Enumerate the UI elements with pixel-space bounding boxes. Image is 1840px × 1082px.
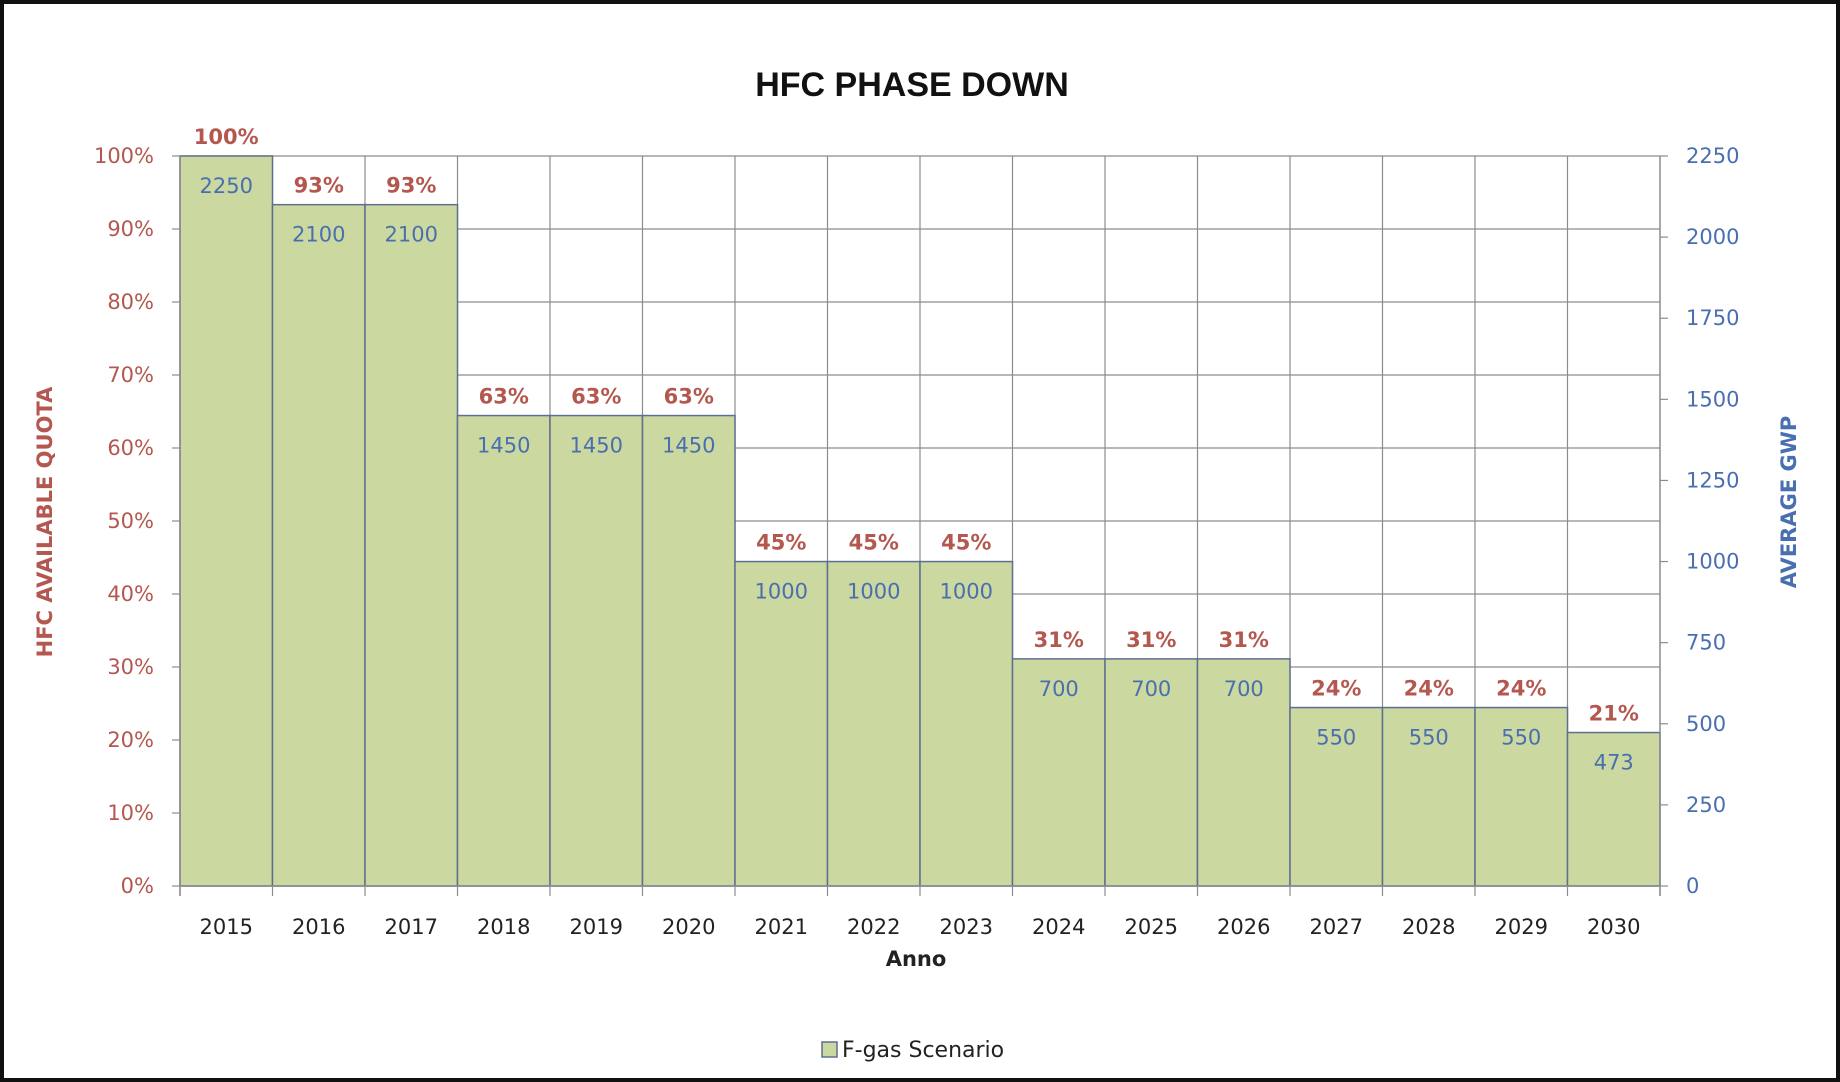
x-tick-label: 2023	[940, 915, 993, 939]
quota-label: 24%	[1496, 677, 1546, 701]
bar-2019	[549, 414, 644, 887]
bar-2016	[271, 203, 366, 887]
left-axis-title: HFC AVAILABLE QUOTA	[33, 386, 57, 657]
bar-2021	[734, 560, 829, 887]
x-tick-label: 2018	[477, 915, 530, 939]
quota-label: 63%	[664, 385, 714, 409]
quota-label: 24%	[1311, 677, 1361, 701]
right-tick-label: 1000	[1686, 550, 1739, 574]
x-tick-label: 2030	[1587, 915, 1640, 939]
quota-label: 45%	[941, 531, 991, 555]
legend: F-gas Scenario	[821, 1038, 1004, 1063]
bar-2025	[1104, 658, 1199, 887]
right-tick-label: 250	[1686, 793, 1726, 817]
left-tick-label: 80%	[107, 290, 154, 314]
x-axis-title: Anno	[886, 947, 947, 971]
gwp-label: 1000	[847, 580, 900, 604]
left-tick-label: 50%	[107, 509, 154, 533]
bar-2029	[1474, 706, 1569, 887]
left-tick-label: 70%	[107, 363, 154, 387]
gwp-label: 1450	[477, 434, 530, 458]
gwp-label: 2250	[200, 174, 253, 198]
data-labels: 100% 2250 93% 2100 93% 2100 63% 1450 63% 1450 63% 1…	[194, 125, 1639, 775]
axes: 0% 10% 20% 30% 40% 50% 60% 70% 80% 90% 100% 0 250 500…	[94, 144, 1740, 939]
gwp-label: 550	[1501, 726, 1541, 750]
gwp-label: 1450	[662, 434, 715, 458]
x-tick-label: 2026	[1217, 915, 1270, 939]
x-tick-label: 2017	[385, 915, 438, 939]
x-tick-label: 2015	[200, 915, 253, 939]
quota-label: 93%	[294, 174, 344, 198]
gwp-label: 700	[1131, 677, 1171, 701]
right-tick-label: 1500	[1686, 387, 1739, 411]
legend-label: F-gas Scenario	[842, 1038, 1004, 1063]
bar-2023	[919, 560, 1014, 887]
x-tick-label: 2025	[1125, 915, 1178, 939]
quota-label: 31%	[1034, 628, 1084, 652]
right-tick-label: 500	[1686, 712, 1726, 736]
left-tick-label: 20%	[107, 728, 154, 752]
right-axis-title: AVERAGE GWP	[1777, 416, 1801, 589]
quota-label: 100%	[194, 125, 259, 149]
x-tick-label: 2020	[662, 915, 715, 939]
right-tick-label: 750	[1686, 631, 1726, 655]
gwp-label: 1000	[755, 580, 808, 604]
left-tick-label: 60%	[107, 436, 154, 460]
bar-2018	[456, 414, 551, 887]
gwp-label: 550	[1409, 726, 1449, 750]
bar-2027	[1289, 706, 1384, 887]
legend-swatch	[821, 1041, 838, 1058]
bar-2028	[1381, 706, 1476, 887]
left-tick-label: 0%	[121, 874, 154, 898]
x-tick-label: 2022	[847, 915, 900, 939]
x-tick-label: 2021	[755, 915, 808, 939]
x-tick-label: 2016	[292, 915, 345, 939]
x-tick-label: 2019	[570, 915, 623, 939]
quota-label: 45%	[849, 531, 899, 555]
hfc-phase-down-chart: HFC PHASE DOWN 0% 10% 20% 30% 40% 50% 60% 70% 80…	[33, 66, 1801, 1063]
chart-title: HFC PHASE DOWN	[755, 66, 1069, 104]
right-tick-label: 0	[1686, 874, 1699, 898]
bar-2015	[179, 155, 274, 887]
x-tick-label: 2029	[1495, 915, 1548, 939]
gwp-label: 550	[1316, 726, 1356, 750]
quota-label: 63%	[479, 385, 529, 409]
quota-label: 31%	[1219, 628, 1269, 652]
quota-label: 24%	[1404, 677, 1454, 701]
left-tick-label: 10%	[107, 801, 154, 825]
quota-label: 21%	[1589, 702, 1639, 726]
bars	[179, 155, 1661, 887]
quota-label: 63%	[571, 385, 621, 409]
right-tick-label: 2000	[1686, 225, 1739, 249]
gwp-label: 2100	[385, 223, 438, 247]
right-tick-label: 2250	[1686, 144, 1739, 168]
right-tick-label: 1750	[1686, 306, 1739, 330]
left-tick-label: 30%	[107, 655, 154, 679]
right-tick-label: 1250	[1686, 468, 1739, 492]
bar-2017	[364, 203, 459, 887]
bar-2022	[826, 560, 921, 887]
gwp-label: 1000	[940, 580, 993, 604]
bar-2020	[641, 414, 736, 887]
left-tick-label: 100%	[94, 144, 154, 168]
quota-label: 45%	[756, 531, 806, 555]
quota-label: 93%	[386, 174, 436, 198]
x-tick-label: 2024	[1032, 915, 1085, 939]
x-tick-label: 2027	[1310, 915, 1363, 939]
left-tick-label: 90%	[107, 217, 154, 241]
gwp-label: 700	[1039, 677, 1079, 701]
gwp-label: 2100	[292, 223, 345, 247]
quota-label: 31%	[1126, 628, 1176, 652]
gwp-label: 1450	[570, 434, 623, 458]
x-tick-label: 2028	[1402, 915, 1455, 939]
gwp-label: 700	[1224, 677, 1264, 701]
gwp-label: 473	[1594, 751, 1634, 775]
left-tick-label: 40%	[107, 582, 154, 606]
